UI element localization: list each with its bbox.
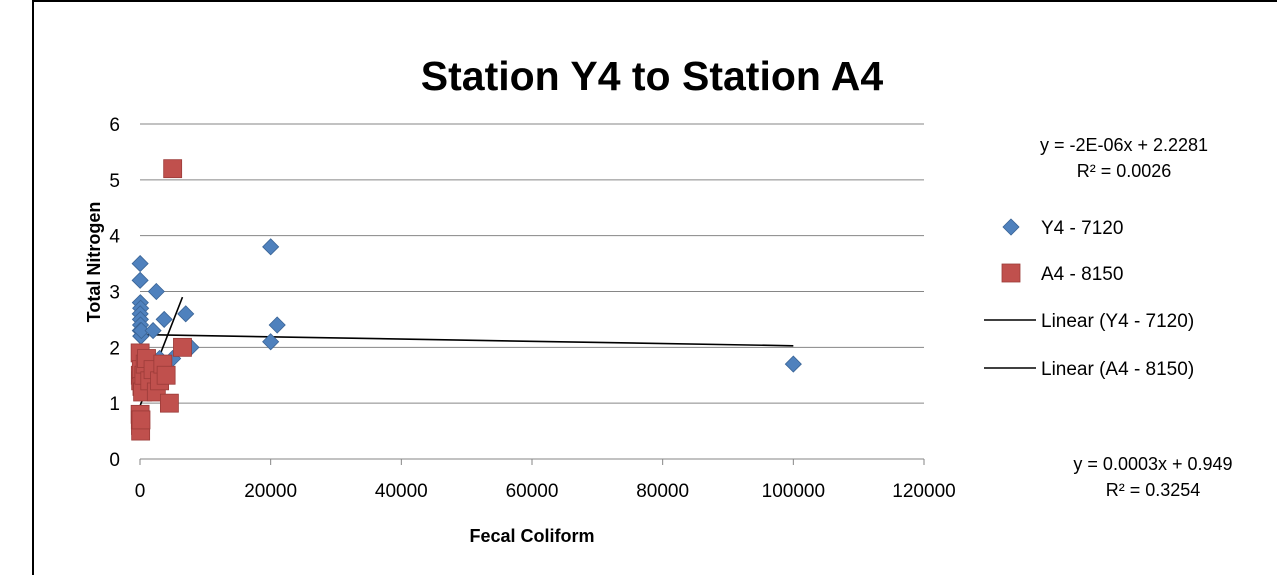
y-tick-label-4: 4 — [109, 227, 120, 248]
x-tick-label-100000: 100000 — [762, 481, 825, 502]
legend-marker-a4 — [1001, 263, 1021, 283]
x-tick-label-0: 0 — [135, 481, 146, 502]
x-tick-label-60000: 60000 — [506, 481, 559, 502]
x-tick-label-20000: 20000 — [244, 481, 297, 502]
legend: Y4 - 7120 A4 - 8150 Linear (Y4 - 7120) Line… — [984, 218, 1194, 380]
y-tick-label-1: 1 — [109, 394, 120, 415]
legend-label-linear-y4: Linear (Y4 - 7120) — [1041, 311, 1194, 332]
trendline-equation-a4: y = 0.0003x + 0.949 — [1073, 454, 1232, 474]
data-points — [130, 159, 802, 441]
point-y4-17 — [177, 305, 195, 323]
trendline-r2-a4: R² = 0.3254 — [1106, 480, 1201, 500]
point-a4-22 — [131, 410, 151, 430]
point-y4-20 — [262, 333, 280, 351]
legend-marker-y4 — [1002, 218, 1020, 236]
point-a4-17 — [173, 337, 192, 357]
point-y4-22 — [784, 355, 802, 373]
legend-label-y4: Y4 - 7120 — [1041, 218, 1123, 239]
chart-title: Station Y4 to Station A4 — [421, 53, 884, 99]
y-tick-labels: 0 1 2 3 4 5 6 — [109, 115, 120, 471]
point-a4-14 — [156, 365, 176, 385]
x-tick-labels: 0 20000 40000 60000 80000 100000 120000 — [135, 481, 956, 502]
point-y4-10 — [132, 322, 150, 340]
y-tick-label-2: 2 — [109, 338, 120, 359]
point-y4-1 — [131, 271, 149, 289]
x-tick-label-80000: 80000 — [636, 481, 689, 502]
x-tick-label-120000: 120000 — [892, 481, 955, 502]
point-a4-16 — [163, 159, 183, 179]
point-y4-12 — [147, 282, 165, 301]
axes — [139, 458, 925, 465]
x-tick-label-40000: 40000 — [375, 481, 428, 502]
trendline-equation-y4: y = -2E-06x + 2.2281 — [1040, 135, 1208, 155]
legend-label-a4: A4 - 8150 — [1041, 264, 1123, 285]
legend-label-linear-a4: Linear (A4 - 8150) — [1041, 359, 1194, 380]
y-tick-label-0: 0 — [109, 450, 120, 471]
y-tick-label-6: 6 — [109, 115, 120, 136]
trendline-y4 — [139, 333, 794, 347]
y-axis-title: Total Nitrogen — [84, 202, 104, 323]
chart-border-left — [32, 0, 34, 575]
y-tick-label-5: 5 — [109, 171, 120, 192]
gridlines — [140, 123, 924, 404]
point-y4-13 — [144, 322, 162, 340]
y-tick-label-3: 3 — [109, 283, 120, 304]
x-axis-title: Fecal Coliform — [469, 526, 594, 546]
chart-border-top — [32, 0, 1277, 2]
point-y4-19 — [262, 238, 280, 256]
trendlines — [139, 296, 794, 407]
point-a4-15 — [159, 393, 179, 413]
trendline-r2-y4: R² = 0.0026 — [1077, 161, 1172, 181]
point-y4-0 — [131, 255, 149, 273]
point-y4-14 — [155, 310, 173, 328]
point-y4-21 — [268, 316, 286, 334]
